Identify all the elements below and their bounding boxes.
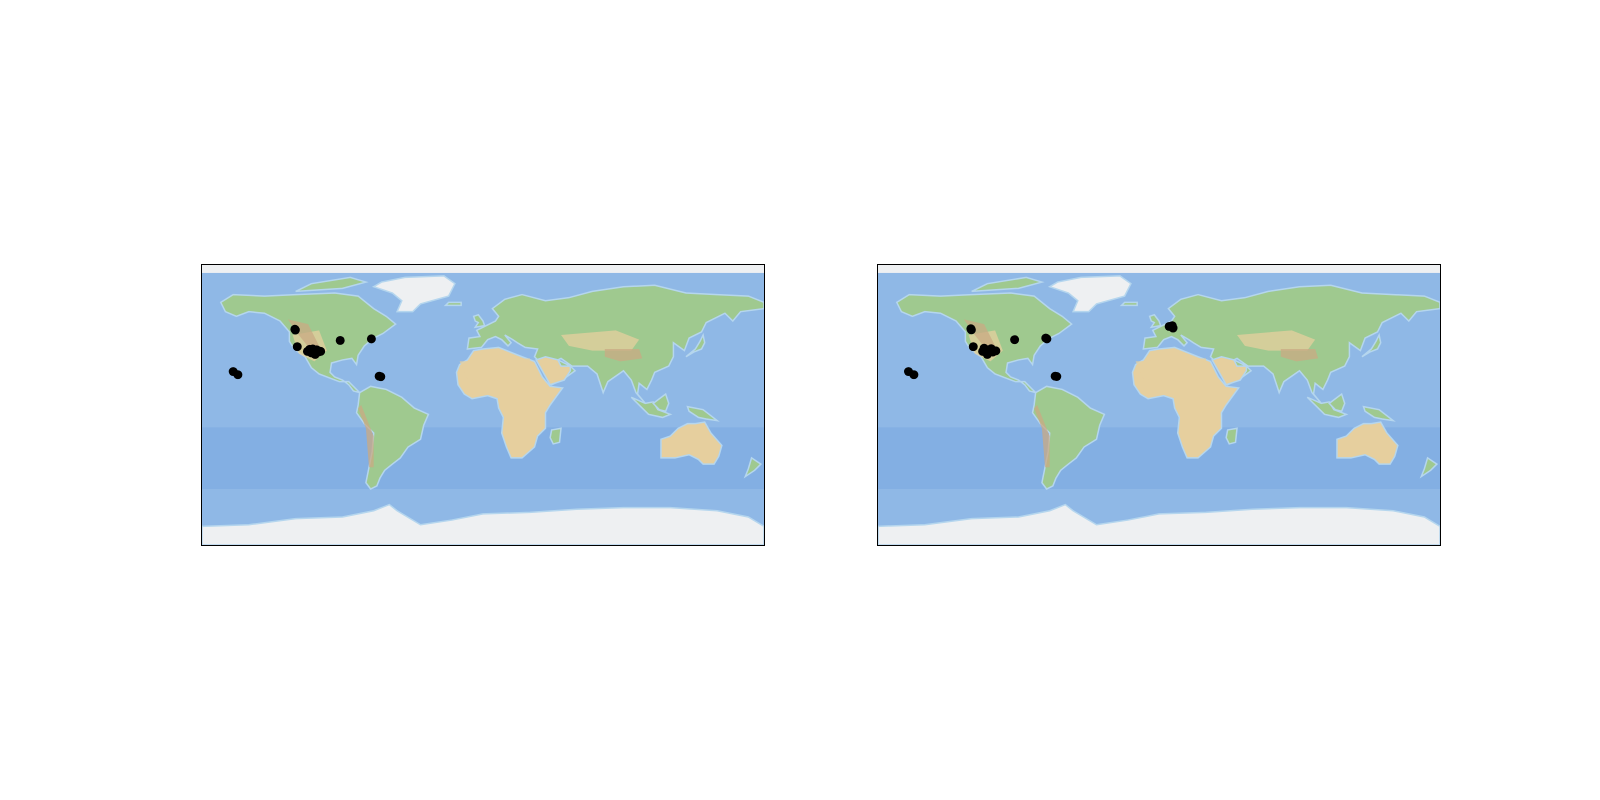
land-arabia — [535, 355, 572, 386]
map-right — [878, 265, 1440, 545]
location-marker — [366, 334, 376, 344]
map-left — [202, 265, 764, 545]
land-antarctica — [878, 503, 1440, 545]
land-madagascar — [549, 427, 562, 445]
land-arabia — [1211, 355, 1248, 386]
location-marker — [909, 370, 919, 380]
terrain-tibet — [1280, 349, 1319, 362]
location-marker — [1010, 335, 1020, 345]
terrain-central-asia — [1237, 330, 1316, 351]
terrain-tibet — [604, 349, 643, 362]
arctic-ice — [202, 265, 764, 273]
land-antarctica — [202, 503, 764, 545]
land-uk — [472, 313, 486, 329]
land-new-zealand — [1419, 456, 1439, 479]
land-indonesia — [1306, 396, 1349, 419]
location-marker — [233, 370, 243, 380]
land-japan — [685, 332, 706, 358]
location-marker — [991, 346, 1001, 356]
location-marker — [1042, 334, 1052, 344]
land-new-guinea — [1362, 405, 1396, 422]
land-arctic-islands — [295, 276, 369, 293]
map-panel-left — [201, 264, 765, 546]
land-indonesia — [630, 396, 673, 419]
arctic-ice — [878, 265, 1440, 273]
map-panel-right — [877, 264, 1441, 546]
land-iceland — [443, 301, 462, 307]
location-marker — [316, 346, 326, 356]
land-greenland — [1047, 275, 1132, 313]
land-australia — [660, 421, 723, 465]
land-greenland — [371, 275, 456, 313]
location-marker — [292, 342, 302, 352]
land-uk — [1148, 313, 1162, 329]
land-new-guinea — [686, 405, 720, 422]
terrain-central-asia — [561, 330, 640, 351]
terrain-andes — [358, 405, 374, 468]
terrain-sahara — [1135, 358, 1209, 382]
land-madagascar — [1225, 427, 1238, 445]
location-marker — [1052, 372, 1062, 381]
location-marker — [290, 325, 300, 335]
land-borneo — [1328, 392, 1346, 413]
terrain-sahara — [459, 358, 533, 382]
location-marker — [1168, 323, 1178, 333]
land-borneo — [652, 392, 670, 413]
land-japan — [1361, 332, 1382, 358]
location-marker — [968, 342, 978, 352]
land-iceland — [1119, 301, 1138, 307]
location-marker — [376, 372, 386, 382]
location-marker — [966, 325, 976, 335]
location-marker — [335, 335, 345, 345]
land-new-zealand — [743, 456, 763, 479]
terrain-andes — [1034, 405, 1050, 468]
land-australia — [1336, 421, 1399, 465]
land-arctic-islands — [971, 276, 1045, 293]
